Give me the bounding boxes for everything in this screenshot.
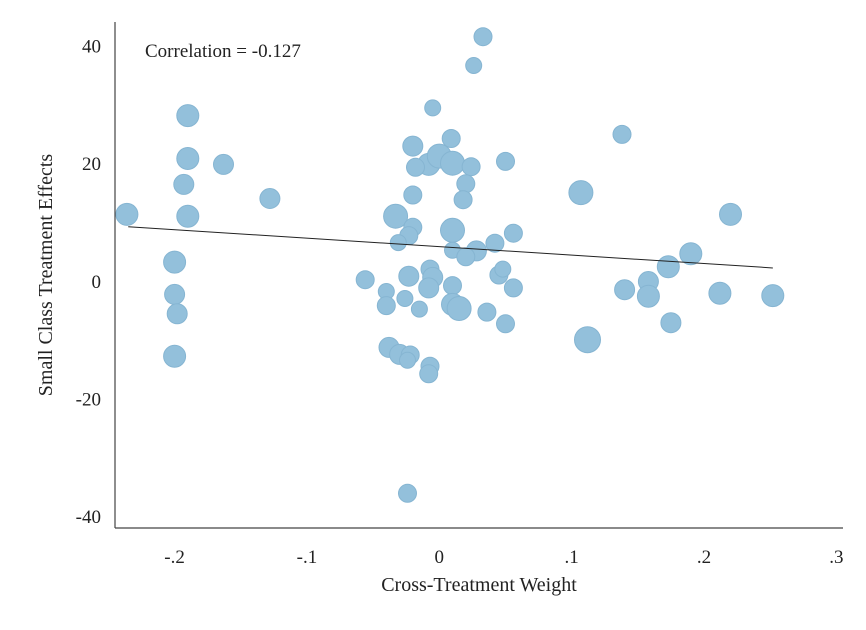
y-tick-label: -40 <box>76 507 101 528</box>
data-point <box>399 351 416 369</box>
data-point <box>485 233 505 253</box>
data-point <box>398 483 417 503</box>
data-point <box>456 247 476 267</box>
data-point <box>574 326 601 354</box>
x-axis-ticks: -.2 -.1 0 .1 .2 .3 <box>164 547 843 568</box>
data-point <box>477 302 497 322</box>
data-point <box>410 300 428 318</box>
data-point <box>446 296 472 321</box>
data-point <box>453 190 473 210</box>
data-point <box>496 314 515 334</box>
data-point <box>213 153 234 175</box>
data-point <box>419 364 439 384</box>
data-point <box>612 124 632 144</box>
data-point <box>389 234 407 252</box>
data-point <box>164 283 186 305</box>
data-point <box>503 278 523 298</box>
x-axis-title: Cross-Treatment Weight <box>381 574 577 596</box>
y-tick-label: 20 <box>82 154 101 175</box>
data-point <box>636 284 660 308</box>
data-point <box>403 185 423 205</box>
data-point <box>656 255 680 279</box>
data-point <box>376 296 396 316</box>
data-point <box>568 180 594 206</box>
data-point <box>465 57 483 74</box>
data-point <box>708 281 732 305</box>
data-point <box>259 188 281 209</box>
y-tick-label: -20 <box>76 390 101 411</box>
data-point <box>406 157 425 177</box>
data-point <box>396 290 414 307</box>
data-point <box>176 147 200 170</box>
x-tick-label: -.1 <box>297 547 318 568</box>
data-point <box>440 217 465 243</box>
data-point <box>176 204 200 228</box>
data-point <box>679 242 703 266</box>
data-point <box>456 174 476 194</box>
y-axis-ticks: 40 20 0 -20 -40 <box>76 37 101 529</box>
y-tick-label: 40 <box>82 37 101 58</box>
data-points <box>115 27 785 503</box>
data-point <box>761 284 785 308</box>
data-point <box>503 223 523 243</box>
data-point <box>398 265 420 287</box>
data-point <box>424 99 442 117</box>
data-point <box>173 173 195 195</box>
data-point <box>443 276 462 296</box>
x-tick-label: .1 <box>565 547 579 568</box>
data-point <box>440 150 465 176</box>
x-tick-label: -.2 <box>164 547 185 568</box>
data-point <box>166 303 188 325</box>
x-tick-label: .3 <box>829 547 843 568</box>
data-point <box>441 129 461 148</box>
data-point <box>614 279 636 301</box>
data-point <box>383 203 409 229</box>
data-point <box>402 135 424 157</box>
x-tick-label: .2 <box>697 547 711 568</box>
data-point <box>494 260 512 278</box>
data-point <box>176 104 200 128</box>
data-point <box>496 151 515 171</box>
x-tick-label: 0 <box>435 547 445 568</box>
data-point <box>473 27 493 47</box>
correlation-annotation: Correlation = -0.127 <box>145 41 301 62</box>
data-point <box>461 157 481 177</box>
y-tick-label: 0 <box>92 272 102 293</box>
trend-line <box>128 226 773 269</box>
y-axis-title: Small Class Treatment Effects <box>35 154 57 397</box>
data-point <box>355 270 375 290</box>
data-point <box>719 202 742 226</box>
data-point <box>660 312 682 334</box>
data-point <box>163 344 187 368</box>
data-point <box>163 250 187 274</box>
data-point <box>418 277 440 299</box>
data-point <box>115 202 139 226</box>
